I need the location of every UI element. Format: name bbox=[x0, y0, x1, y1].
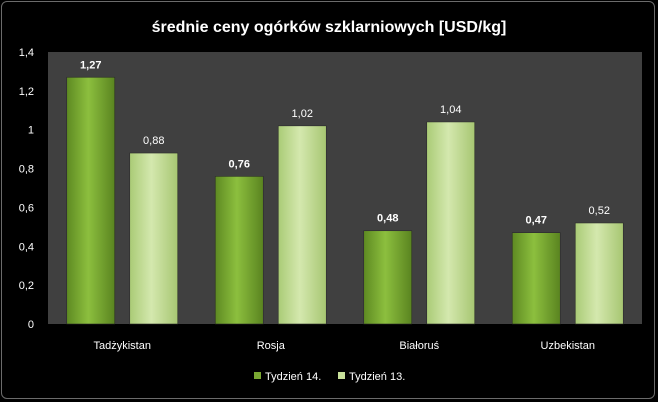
y-tick-label: 0 bbox=[28, 319, 34, 331]
data-label: 0,48 bbox=[377, 213, 398, 225]
data-label: 1,04 bbox=[440, 104, 461, 116]
x-tick-label: Białoruś bbox=[399, 340, 439, 352]
bar-tydzien-13 bbox=[426, 121, 476, 325]
data-label: 1,02 bbox=[292, 108, 313, 120]
data-label: 0,52 bbox=[589, 205, 610, 217]
y-axis: 0 0,2 0,4 0,6 0,8 1 1,2 1,4 bbox=[19, 47, 34, 331]
bar-tydzien-13 bbox=[129, 152, 179, 325]
bar-tydzien-13 bbox=[277, 125, 327, 325]
legend-label: Tydzień 14. bbox=[265, 371, 321, 383]
bar-tydzien-14 bbox=[66, 76, 116, 325]
y-tick-label: 1,4 bbox=[19, 47, 34, 59]
y-tick-label: 0,8 bbox=[19, 164, 34, 176]
y-tick-label: 0,6 bbox=[19, 202, 34, 214]
bar-tydzien-14 bbox=[511, 232, 561, 325]
legend-label: Tydzień 13. bbox=[349, 371, 405, 383]
y-tick-label: 0,2 bbox=[19, 280, 34, 292]
bar-tydzien-13 bbox=[574, 222, 624, 325]
data-label: 0,47 bbox=[526, 215, 547, 227]
data-label: 0,76 bbox=[229, 158, 250, 170]
bar-tydzien-14 bbox=[214, 176, 264, 325]
legend-swatch bbox=[254, 372, 261, 379]
data-label: 0,88 bbox=[143, 135, 164, 147]
bar-tydzien-14 bbox=[363, 230, 413, 325]
y-tick-label: 0,4 bbox=[19, 241, 34, 253]
data-label: 1,27 bbox=[80, 59, 101, 71]
y-tick-label: 1,2 bbox=[19, 86, 34, 98]
chart-title: średnie ceny ogórków szklarniowych [USD/… bbox=[152, 19, 507, 36]
data-labels-group: 1,27 0,88 0,76 1,02 0,48 1,04 0,47 0,52 bbox=[80, 59, 610, 226]
bars-group bbox=[66, 76, 624, 325]
x-tick-label: Uzbekistan bbox=[541, 340, 595, 352]
y-tick-label: 1 bbox=[28, 125, 34, 137]
x-tick-label: Rosja bbox=[257, 340, 286, 352]
legend-swatch bbox=[338, 372, 345, 379]
x-axis: Tadżykistan Rosja Białoruś Uzbekistan bbox=[94, 340, 595, 352]
x-tick-label: Tadżykistan bbox=[94, 340, 151, 352]
legend: Tydzień 14. Tydzień 13. bbox=[254, 371, 405, 383]
